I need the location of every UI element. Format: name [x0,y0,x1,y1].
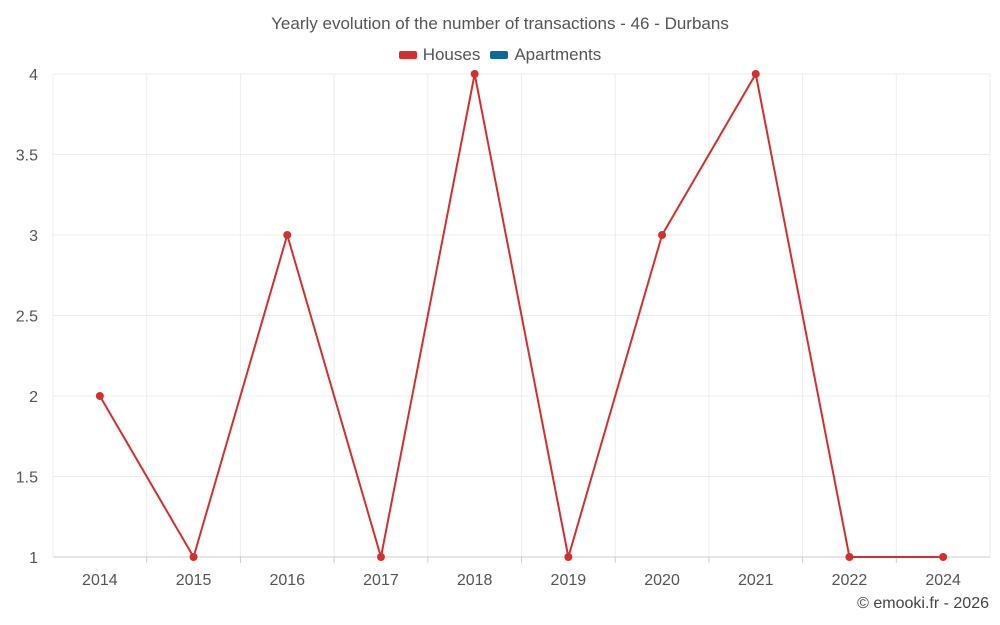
data-point [376,553,385,561]
y-tick-label: 2 [29,389,38,406]
data-point [189,553,198,561]
credit-text: © emooki.fr - 2026 [857,595,989,612]
data-point [845,553,854,561]
y-tick-label: 1.5 [16,470,38,487]
legend-item-apartments[interactable]: Apartments [490,45,601,65]
x-tick-label: 2016 [269,572,305,589]
x-tick-label: 2014 [82,572,118,589]
data-point [658,231,667,239]
legend-swatch-apartments [490,51,509,59]
x-tick-label: 2024 [925,572,961,589]
x-tick-label: 2021 [738,572,774,589]
data-point [751,70,760,78]
x-tick-label: 2015 [176,572,212,589]
legend-label-apartments: Apartments [514,45,602,64]
series-line-houses [98,73,944,558]
chart-legend: Houses Apartments [0,45,1000,65]
data-point [939,553,948,561]
x-tick-label: 2017 [363,572,399,589]
y-tick-label: 1 [29,550,38,567]
data-point [564,553,573,561]
legend-item-houses[interactable]: Houses [398,45,481,65]
data-point [95,392,104,400]
x-tick-label: 2022 [832,572,868,589]
y-tick-label: 2.5 [16,309,38,326]
legend-label-houses: Houses [422,45,481,64]
y-tick-label: 4 [29,67,38,84]
chart-title: Yearly evolution of the number of transa… [271,14,729,33]
legend-swatch-houses [398,51,417,59]
x-tick-label: 2020 [644,572,680,589]
y-tick-label: 3 [29,228,38,245]
data-point [283,231,292,239]
x-tick-label: 2019 [551,572,587,589]
y-tick-label: 3.5 [16,148,38,165]
x-tick-label: 2018 [457,572,493,589]
data-point [470,70,479,78]
